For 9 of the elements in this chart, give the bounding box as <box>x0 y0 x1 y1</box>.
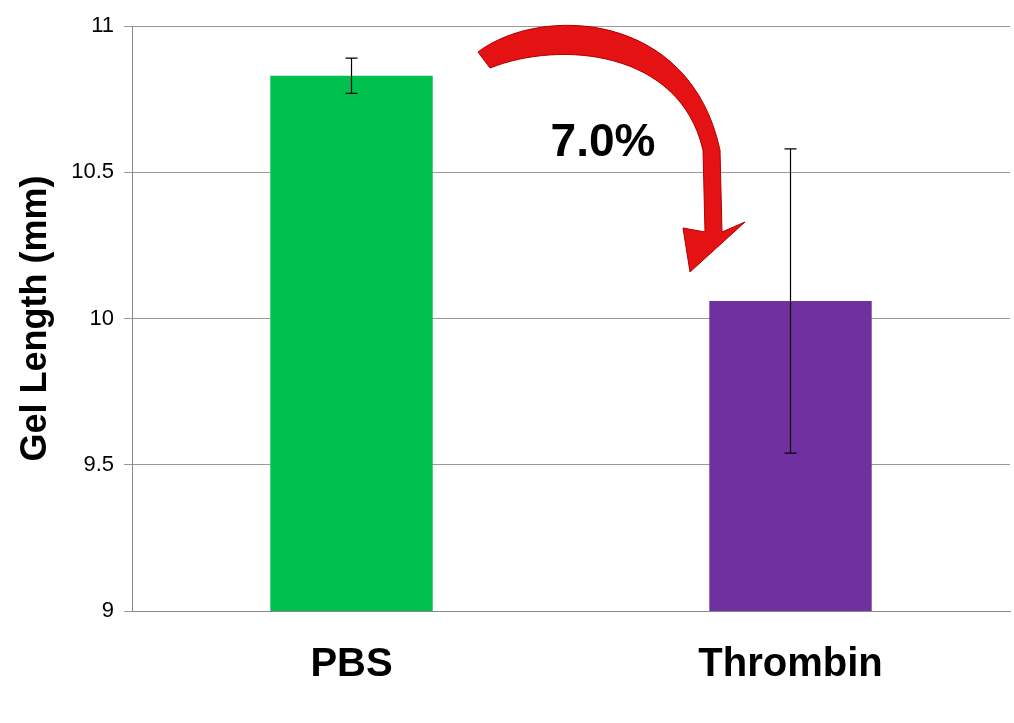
y-tick-label: 11 <box>91 12 115 38</box>
y-axis-title: Gel Length (mm) <box>12 175 54 462</box>
annotation: 7.0% <box>550 113 656 166</box>
y-tick-label: 10 <box>89 304 115 330</box>
x-tick-label: PBS <box>310 640 393 685</box>
y-tick-label: 10.5 <box>71 158 115 184</box>
y-tick-label: 9 <box>101 597 115 623</box>
y-tick-label: 9.5 <box>83 450 115 476</box>
x-tick-label: Thrombin <box>698 640 883 685</box>
